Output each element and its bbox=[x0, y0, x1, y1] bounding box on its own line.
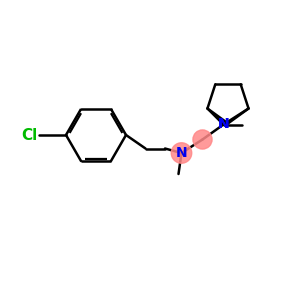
Circle shape bbox=[171, 143, 192, 163]
Circle shape bbox=[193, 130, 212, 149]
Text: Cl: Cl bbox=[21, 128, 38, 142]
Text: N: N bbox=[218, 118, 229, 131]
Text: N: N bbox=[218, 118, 229, 131]
Text: N: N bbox=[176, 146, 187, 160]
